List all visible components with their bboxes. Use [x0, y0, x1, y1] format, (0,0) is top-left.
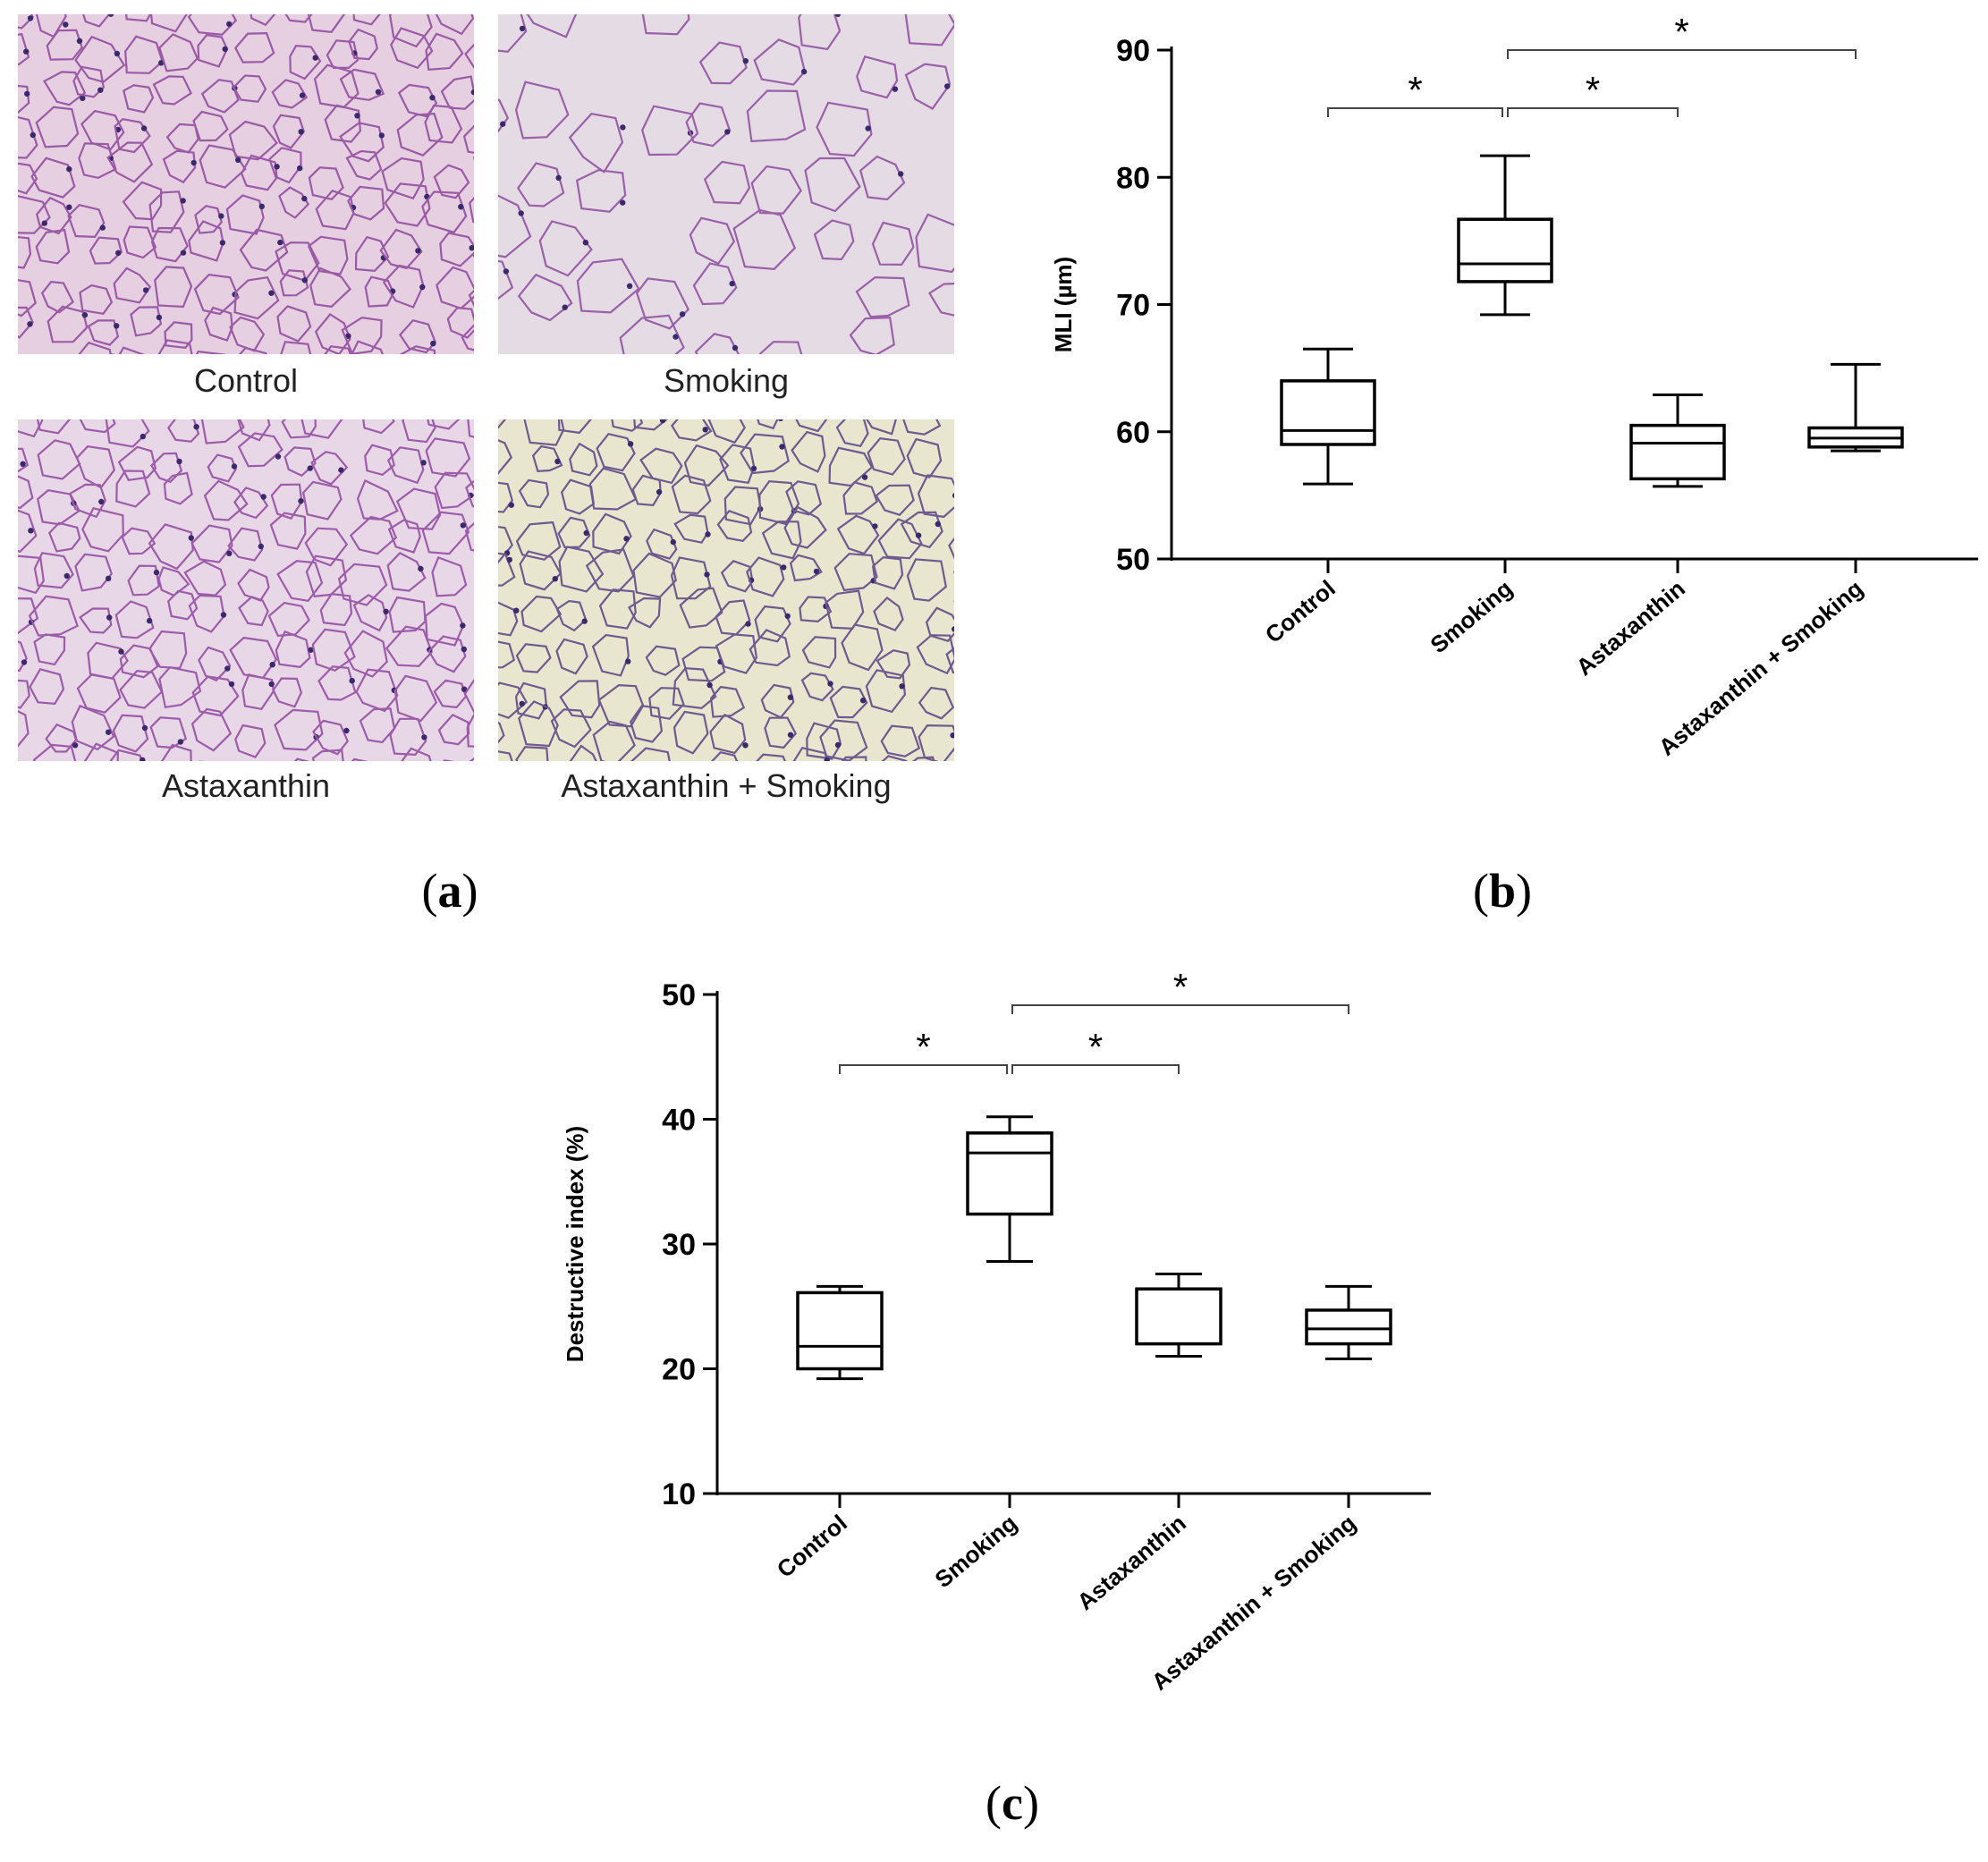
significance-bracket: * [1011, 1026, 1180, 1074]
significance-bracket: * [839, 1026, 1008, 1074]
x-tick-label: Astaxanthin [1571, 575, 1690, 681]
alveolar-walls [498, 14, 954, 354]
y-tick-label: 80 [1116, 161, 1150, 195]
x-tick-label: Astaxanthin + Smoking [1654, 575, 1868, 761]
box-iqr [1305, 1308, 1392, 1346]
box-4 [1807, 362, 1904, 453]
significance-bracket: * [1507, 69, 1679, 117]
significance-star: * [916, 1026, 930, 1068]
bracket-line [1327, 107, 1503, 117]
y-tick-label: 20 [662, 1353, 696, 1387]
box-3 [1135, 1272, 1222, 1358]
micrograph-astaxanthin [18, 419, 474, 761]
significance-star: * [1674, 11, 1688, 53]
bracket-line [1011, 1004, 1349, 1014]
x-tick-label: Control [1260, 575, 1341, 648]
y-axis-title: Destructive index (%) [562, 1126, 588, 1362]
y-tick-label: 70 [1116, 289, 1150, 323]
box-2 [1457, 154, 1553, 317]
x-tick-label: Smoking [1425, 575, 1517, 659]
mli-box-plot: 50 60 70 80 90 MLI (µm) Control Smoking Astaxant… [1050, 11, 1978, 761]
box-2 [966, 1115, 1053, 1264]
micrograph-background [498, 14, 954, 354]
box-3 [1629, 393, 1726, 488]
box-iqr [1135, 1287, 1222, 1346]
y-tick-label: 60 [1116, 416, 1150, 450]
significance-star: * [1408, 69, 1422, 111]
box-iqr [1629, 423, 1726, 481]
x-tick-label: Astaxanthin [1072, 1510, 1191, 1616]
alveolar-walls [18, 419, 474, 761]
y-tick-label: 50 [1116, 543, 1150, 577]
y-tick-label: 90 [1116, 34, 1150, 68]
significance-star: * [1173, 966, 1188, 1008]
box-1 [796, 1284, 884, 1381]
panel-label-c: (c) [986, 1776, 1039, 1830]
bracket-line [1507, 107, 1679, 117]
x-tick-label: Control [772, 1510, 852, 1583]
alveolar-walls [18, 14, 474, 354]
destructive-index-box-plot: 10 20 30 40 50 Destructive index (%) Control Sm… [562, 966, 1431, 1696]
x-tick-label: Smoking [929, 1510, 1021, 1594]
micrograph-caption-astaxanthin-smoking: Astaxanthin + Smoking [561, 767, 892, 804]
box-iqr [1280, 379, 1376, 446]
bracket-line [1011, 1064, 1180, 1074]
micrograph-caption-astaxanthin: Astaxanthin [161, 767, 331, 804]
box-iqr [966, 1131, 1053, 1216]
micrograph-smoking [498, 14, 954, 354]
y-tick-label: 40 [662, 1104, 696, 1138]
bracket-line [839, 1064, 1008, 1074]
box-iqr [1457, 217, 1553, 284]
y-tick-label: 50 [662, 978, 696, 1012]
bracket-line [1507, 49, 1857, 59]
box-1 [1280, 347, 1376, 486]
panel-label-b: (b) [1472, 864, 1532, 918]
y-axis-title: MLI (µm) [1050, 257, 1077, 352]
panel-label-a: (a) [421, 864, 478, 918]
significance-star: * [1088, 1026, 1103, 1068]
significance-bracket: * [1327, 69, 1503, 117]
micrograph-caption-control: Control [193, 362, 299, 399]
micrograph-astaxanthin-smoking [498, 419, 954, 761]
y-tick-label: 30 [662, 1228, 696, 1262]
significance-star: * [1586, 69, 1600, 111]
significance-bracket: * [1011, 966, 1349, 1014]
significance-bracket: * [1507, 11, 1857, 59]
box-iqr [796, 1291, 884, 1371]
alveolar-walls [498, 419, 954, 761]
y-tick-label: 10 [662, 1477, 696, 1511]
box-4 [1305, 1284, 1392, 1360]
micrograph-control [18, 14, 474, 354]
micrograph-caption-smoking: Smoking [663, 362, 790, 399]
